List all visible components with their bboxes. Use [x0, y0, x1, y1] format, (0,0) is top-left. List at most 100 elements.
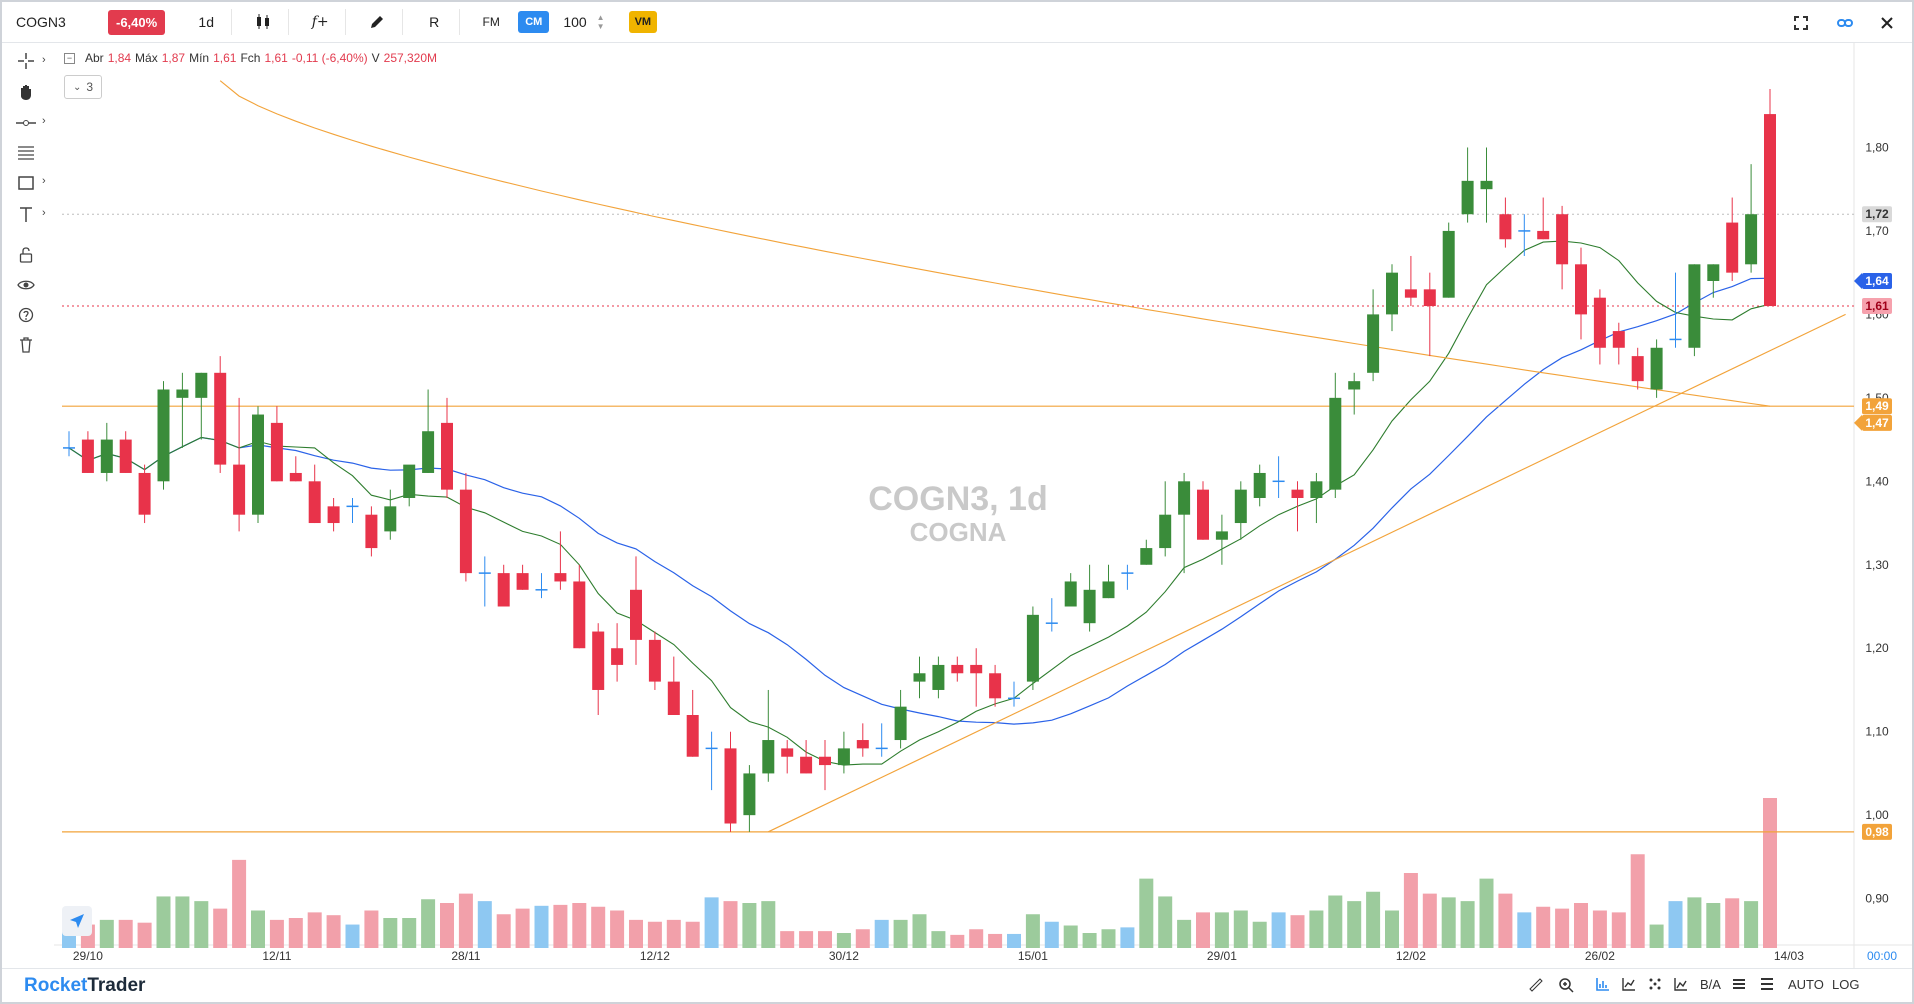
zoom-icon[interactable]	[1558, 977, 1574, 996]
time-readout: 00:00	[1867, 949, 1897, 963]
candle-body	[1688, 264, 1701, 348]
fm-button[interactable]: FM	[482, 15, 500, 29]
interval-button[interactable]: 1d	[198, 14, 214, 30]
settings-icon[interactable]	[1760, 977, 1774, 994]
rectangle-tool-icon[interactable]	[14, 171, 38, 195]
volume-bar	[685, 921, 700, 948]
chevron-right-icon[interactable]: ›	[42, 115, 46, 127]
toolbar-divider	[459, 9, 461, 35]
link-icon[interactable]	[1832, 10, 1858, 36]
fib-lines-icon[interactable]	[14, 141, 38, 165]
candle-body	[762, 740, 775, 774]
candle-body	[327, 506, 340, 524]
symbol-search[interactable]: COGN3	[16, 14, 66, 30]
price-label-bg	[1862, 206, 1892, 223]
x-tick-label: 14/03	[1774, 949, 1804, 963]
volume-bar	[1441, 897, 1456, 948]
candle-body	[403, 464, 416, 498]
candle-body	[1178, 481, 1191, 515]
auto-scale-toggle[interactable]: AUTO	[1788, 977, 1824, 992]
volume-bar	[1536, 906, 1551, 948]
candle-body	[233, 464, 246, 515]
bars-chart-icon[interactable]	[1596, 977, 1610, 994]
price-label-hline: 1,49	[1862, 398, 1892, 415]
volume-bar	[969, 929, 984, 948]
candle-body	[819, 756, 831, 766]
volume-bar	[704, 897, 719, 948]
candle-body	[497, 573, 510, 607]
toolbar-divider	[345, 9, 347, 35]
y-tick-label: 1,10	[1865, 725, 1889, 739]
low-label: Mín	[189, 51, 210, 65]
text-tool-icon[interactable]	[14, 203, 38, 227]
volume-bar	[931, 931, 946, 948]
bottom-bar: RocketTrader B/A AUTO LOG	[2, 968, 1912, 1003]
volume-bar	[1271, 912, 1286, 948]
navigation-arrow-icon[interactable]	[62, 906, 92, 936]
volume-bar	[1082, 933, 1097, 948]
volume-bar	[1668, 901, 1683, 948]
rx-button[interactable]: R	[429, 14, 440, 30]
eye-icon[interactable]	[14, 273, 38, 297]
candle-body	[270, 422, 283, 482]
line-chart-icon[interactable]	[1622, 977, 1636, 994]
ba-toggle[interactable]: B/A	[1700, 977, 1721, 992]
trash-icon[interactable]	[14, 333, 38, 357]
volume-bar	[1196, 912, 1210, 948]
crosshair-icon[interactable]	[14, 49, 38, 73]
price-label-text: 0,98	[1865, 825, 1889, 839]
collapse-legend-icon[interactable]: −	[64, 53, 75, 64]
chevron-down-icon[interactable]: ▼	[596, 22, 605, 31]
chevron-right-icon[interactable]: ›	[42, 207, 46, 219]
pencil-icon[interactable]	[364, 9, 390, 35]
volume-bar	[156, 896, 171, 948]
indicators-toggle[interactable]: ⌄ 3	[64, 75, 102, 99]
candles	[63, 89, 1776, 832]
volume-bar	[421, 899, 436, 948]
candle-body	[119, 439, 132, 473]
cm-value-input[interactable]: 100	[563, 14, 587, 30]
volume-bar	[799, 931, 814, 948]
open-label: Abr	[85, 51, 104, 65]
y-tick-label: 1,40	[1865, 474, 1889, 488]
change-value: -0,11 (-6,40%)	[291, 51, 368, 65]
help-icon[interactable]	[14, 303, 38, 327]
volume-bar	[1025, 914, 1040, 948]
close-icon[interactable]	[1874, 10, 1900, 36]
log-scale-toggle[interactable]: LOG	[1832, 977, 1860, 992]
indicators-button[interactable]: f+	[311, 14, 329, 30]
volume-bar	[213, 908, 228, 948]
cm-stepper[interactable]: ▲ ▼	[597, 13, 605, 31]
candle-body	[894, 706, 907, 741]
hand-icon[interactable]	[14, 80, 38, 104]
fullscreen-icon[interactable]	[1788, 10, 1814, 36]
candle-body	[1367, 314, 1380, 373]
volume-bar	[855, 929, 870, 948]
ruler-icon[interactable]	[1528, 977, 1544, 996]
candle-body	[1026, 614, 1039, 682]
volume-bar	[1574, 903, 1588, 948]
price-chart[interactable]: COGN3, 1d COGNA 0,90 1,00 1,10 1,20 1,30 1,40…	[2, 2, 1912, 968]
candles-icon[interactable]	[250, 9, 276, 35]
candle-body	[384, 506, 397, 532]
chevron-up-icon[interactable]: ▲	[596, 13, 605, 22]
chevron-right-icon[interactable]: ›	[42, 175, 46, 187]
candle-body	[1726, 222, 1739, 273]
low-value: 1,61	[213, 51, 237, 65]
chevron-right-icon[interactable]: ›	[42, 54, 46, 66]
line-tool-icon[interactable]	[14, 111, 38, 135]
cm-button[interactable]: CM	[518, 11, 550, 33]
unlock-icon[interactable]	[14, 243, 38, 267]
area-chart-icon[interactable]	[1674, 977, 1688, 994]
vm-button[interactable]: VM	[628, 11, 658, 33]
price-label-text: 1,47	[1865, 416, 1889, 430]
x-tick-label: 12/12	[640, 949, 670, 963]
volume-bar	[1139, 878, 1154, 948]
ohlc-legend: − Abr 1,84 Máx 1,87 Mín 1,61 Fch 1,61 -0…	[64, 51, 437, 65]
y-tick-label: 1,20	[1865, 641, 1889, 655]
book-icon[interactable]	[1732, 977, 1746, 994]
volume-bar	[1744, 901, 1759, 948]
scatter-icon[interactable]	[1648, 977, 1662, 994]
volume-bar	[1687, 897, 1702, 948]
candle-body	[1631, 356, 1644, 382]
